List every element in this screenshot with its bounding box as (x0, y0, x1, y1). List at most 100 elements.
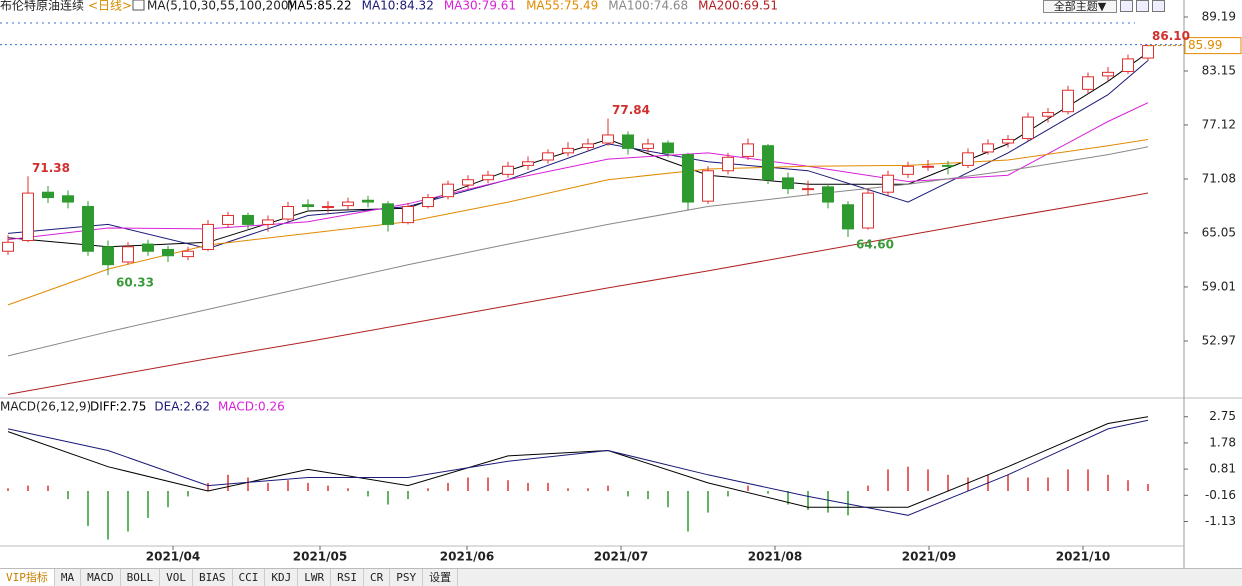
window-icons (1120, 0, 1165, 12)
line-series (7, 139, 1149, 306)
candle-body (402, 206, 414, 224)
legend-entry: MA100:74.68 (608, 0, 688, 13)
price-annotation: 77.84 (612, 103, 650, 117)
candle-body (642, 143, 654, 149)
icon[interactable] (1136, 0, 1149, 12)
price-annotation: 64.60 (856, 237, 894, 251)
ma-icon[interactable] (132, 0, 145, 11)
indicator-tabs: VIP指标 MA MACD BOLL VOL BIAS CCI KDJ LWR RSI CR PSY 设… (0, 568, 1242, 586)
x-tick-label: 2021/06 (440, 550, 494, 564)
candle-body (1122, 58, 1134, 72)
candle-body (302, 204, 314, 208)
indicator-tab[interactable]: PSY (390, 569, 424, 586)
candle-body (802, 188, 814, 191)
x-tick-label: 2021/04 (146, 550, 200, 564)
candle-body (682, 154, 694, 203)
y-tick-label: -1.13 (1205, 514, 1236, 528)
price-annotation: 60.33 (116, 276, 154, 290)
candle-body (322, 206, 334, 209)
indicator-tab[interactable]: BIAS (193, 569, 233, 586)
y-tick-label: 52.97 (1202, 333, 1236, 347)
candle-body (942, 164, 954, 167)
indicator-tab[interactable]: CCI (233, 569, 266, 586)
price-annotation: 71.38 (32, 161, 70, 175)
candle-body (542, 152, 554, 161)
candle-body (822, 186, 834, 203)
candle-body (782, 177, 794, 190)
candle-body (2, 241, 14, 252)
indicator-tab[interactable]: RSI (331, 569, 364, 586)
candle-body (922, 165, 934, 168)
candle-body (882, 174, 894, 193)
indicator-tab[interactable]: MA (55, 569, 82, 586)
candle-body (462, 179, 474, 186)
legend-entry: DEA:2.62 (154, 400, 210, 414)
candle-body (1022, 116, 1034, 140)
indicator-tab[interactable]: BOLL (121, 569, 161, 586)
ma-label: MA(5,10,30,55,100,200) (147, 0, 293, 13)
y-tick-label: -0.16 (1205, 488, 1236, 502)
candle-body (422, 197, 434, 208)
x-tick-label: 2021/07 (594, 550, 648, 564)
candle-body (842, 204, 854, 230)
candle-body (982, 143, 994, 153)
legend-entry: MA30:79.61 (444, 0, 516, 13)
candle-body (122, 246, 134, 263)
candle-body (42, 191, 54, 199)
period: <日线> (88, 0, 132, 13)
candle-body (442, 183, 454, 198)
candle-body (242, 214, 254, 225)
candle-body (562, 147, 574, 154)
candle-body (222, 214, 234, 225)
candle-body (722, 156, 734, 172)
instrument-title: 布伦特原油连续 (0, 0, 84, 13)
line-series (7, 192, 1149, 395)
candle-body (522, 161, 534, 166)
candle-body (362, 199, 374, 203)
indicator-tab[interactable]: MACD (81, 569, 121, 586)
legend-entry: DIFF:2.75 (90, 400, 146, 414)
legend-entry: MA200:69.51 (698, 0, 778, 13)
x-tick-label: 2021/05 (293, 550, 347, 564)
macd-title: MACD(26,12,9) (0, 400, 91, 414)
last-price-label: 85.99 (1188, 38, 1222, 52)
candle-body (702, 170, 714, 202)
indicator-tab[interactable]: CR (364, 569, 391, 586)
indicator-tab[interactable]: 设置 (423, 569, 459, 586)
candle-body (382, 203, 394, 225)
y-tick-label: 83.15 (1202, 64, 1236, 78)
price-annotation: 86.10 (1152, 29, 1190, 43)
y-tick-label: 1.78 (1209, 435, 1236, 449)
candle-body (662, 142, 674, 154)
theme-button[interactable]: 全部主题▼ (1043, 0, 1117, 13)
candle-body (1062, 89, 1074, 113)
candle-body (742, 143, 754, 157)
icon[interactable] (1152, 0, 1165, 12)
indicator-tab[interactable]: VOL (160, 569, 193, 586)
candle-body (622, 134, 634, 149)
legend-entry: MA10:84.32 (362, 0, 434, 13)
indicator-tab[interactable]: KDJ (265, 569, 299, 586)
y-tick-label: 77.12 (1202, 117, 1236, 131)
legend-entry: MA55:75.49 (526, 0, 598, 13)
candle-body (602, 134, 614, 144)
candle-body (1082, 76, 1094, 90)
candle-body (142, 243, 154, 252)
candle-body (202, 223, 214, 250)
candle-body (102, 246, 114, 266)
candle-body (502, 165, 514, 175)
indicator-tab[interactable]: LWR (298, 569, 332, 586)
line-series (7, 102, 1149, 241)
candle-body (902, 165, 914, 175)
candle-body (582, 143, 594, 148)
candle-body (482, 174, 494, 181)
icon[interactable] (1120, 0, 1133, 12)
legend-entry: MA5:85.22 (287, 0, 352, 13)
y-tick-label: 59.01 (1202, 279, 1236, 293)
indicator-tab[interactable]: VIP指标 (0, 569, 55, 586)
x-tick-label: 2021/10 (1056, 550, 1110, 564)
candle-body (182, 250, 194, 258)
line-series (7, 146, 1149, 357)
candle-body (22, 192, 34, 242)
candle-body (862, 192, 874, 229)
